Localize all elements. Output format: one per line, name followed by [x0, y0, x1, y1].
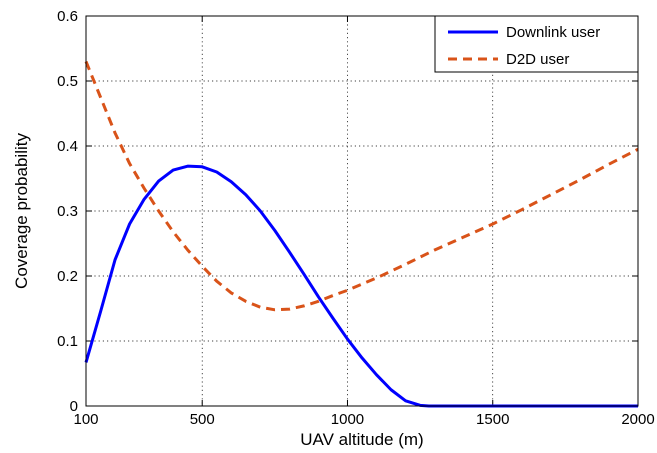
y-tick-label: 0.1	[57, 333, 78, 350]
y-tick-label: 0.5	[57, 73, 78, 90]
x-tick-label: 2000	[621, 411, 654, 428]
x-tick-labels: 100 500 1000 1500 2000	[73, 411, 654, 428]
plot-frame	[85, 15, 639, 407]
plot-area	[86, 16, 638, 406]
legend: Downlink user D2D user	[434, 15, 639, 73]
x-tick-label: 500	[190, 411, 215, 428]
y-tick-label: 0.4	[57, 138, 78, 155]
legend-box	[434, 15, 639, 73]
y-tick-labels: 0 0.1 0.2 0.3 0.4 0.5 0.6	[57, 8, 78, 415]
series-line-d2d-user	[84, 60, 639, 312]
y-axis-label: Coverage probability	[12, 133, 31, 289]
legend-label-downlink-user: Downlink user	[506, 24, 600, 41]
x-axis-label: UAV altitude (m)	[300, 430, 423, 449]
legend-label-d2d-user: D2D user	[506, 51, 569, 68]
y-tick-label: 0.2	[57, 268, 78, 285]
y-tick-label: 0	[70, 398, 78, 415]
x-tick-label: 1000	[331, 411, 364, 428]
y-tick-label: 0.6	[57, 8, 78, 25]
x-tick-label: 1500	[476, 411, 509, 428]
x-tick-label: 100	[73, 411, 98, 428]
y-tick-label: 0.3	[57, 203, 78, 220]
